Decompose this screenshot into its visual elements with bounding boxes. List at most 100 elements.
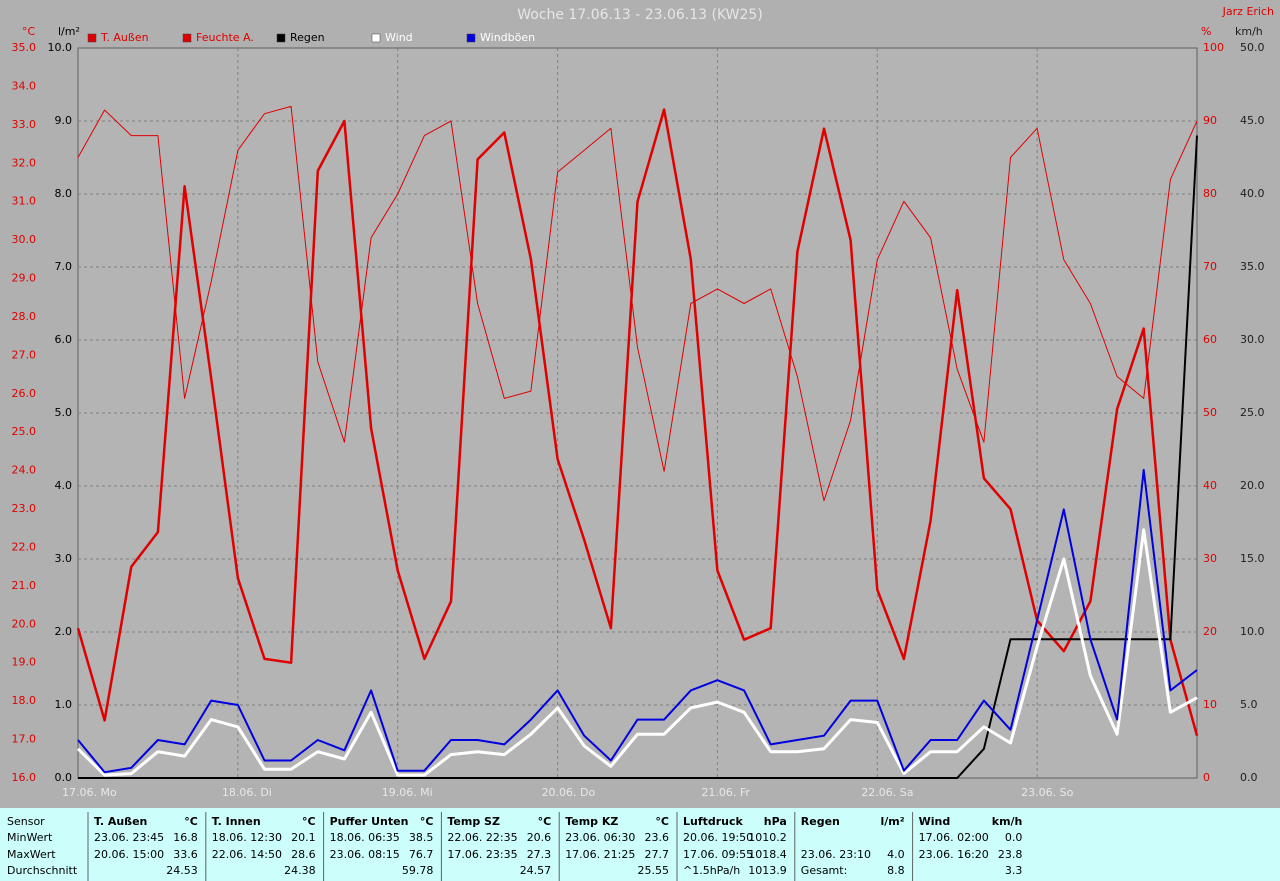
cell-value: 28.6	[291, 848, 316, 861]
row-label: MinWert	[7, 831, 53, 844]
cell-time: 17.06. 21:25	[565, 848, 635, 861]
row-label: Durchschnitt	[7, 864, 78, 877]
column-name: Puffer Unten	[330, 815, 409, 828]
column-name: Temp SZ	[447, 815, 500, 828]
cell-time: 22.06. 14:50	[212, 848, 282, 861]
y-tick-label: 7.0	[55, 260, 73, 273]
y-tick-label: 15.0	[1240, 552, 1265, 565]
column-name: Luftdruck	[683, 815, 744, 828]
y-tick-label: 35.0	[12, 41, 37, 54]
cell-time: 23.06. 23:10	[801, 848, 871, 861]
legend-label: Feuchte A.	[196, 31, 254, 44]
series-line	[78, 135, 1198, 779]
y-tick-label: 32.0	[12, 156, 37, 169]
y-tick-label: 21.0	[12, 579, 37, 592]
y-tick-label: 27.0	[12, 348, 37, 361]
table-body: Sensor MinWert MaxWert Durchschnitt T. Außen…	[7, 812, 1022, 881]
cell-value: 33.6	[173, 848, 198, 861]
legend-label: Wind	[385, 31, 413, 44]
legend-swatch	[371, 33, 381, 43]
legend-swatch	[466, 33, 476, 43]
cell-time: 18.06. 12:30	[212, 831, 282, 844]
cell-time: ^1.5hPa/h	[683, 864, 740, 877]
cell-value: 16.8	[173, 831, 198, 844]
y-tick-label: 0.0	[1240, 771, 1258, 784]
chart-title: Woche 17.06.13 - 23.06.13 (KW25)	[517, 7, 763, 23]
cell-value: 20.1	[291, 831, 316, 844]
y-tick-label: 100	[1203, 41, 1224, 54]
cell-value: 3.3	[1005, 864, 1023, 877]
y-tick-label: 17.0	[12, 733, 37, 746]
series-line	[77, 105, 1198, 502]
y-tick-label: 60	[1203, 333, 1217, 346]
cell-value: 0.0	[1005, 831, 1023, 844]
cell-value: 38.5	[409, 831, 434, 844]
y-tick-label: 30.0	[12, 233, 37, 246]
y-tick-label: 31.0	[12, 195, 37, 208]
y-tick-label: 50.0	[1240, 41, 1265, 54]
legend-label: T. Außen	[100, 31, 149, 44]
column-unit: km/h	[992, 815, 1023, 828]
cell-value: 8.8	[887, 864, 905, 877]
y-tick-label: 2.0	[55, 625, 73, 638]
y-tick-label: 3.0	[55, 552, 73, 565]
y-tick-label: 8.0	[55, 187, 73, 200]
y-tick-label: 9.0	[55, 114, 73, 127]
cell-time: 17.06. 02:00	[919, 831, 989, 844]
y-tick-label: 19.0	[12, 656, 37, 669]
legend-swatch	[87, 33, 97, 43]
axis-unit: km/h	[1235, 25, 1263, 38]
cell-value: 23.6	[645, 831, 670, 844]
x-tick-label: 21.06. Fr	[701, 786, 750, 799]
y-tick-label: 20.0	[1240, 479, 1265, 492]
y-tick-label: 0.0	[55, 771, 73, 784]
cell-value: 4.0	[887, 848, 905, 861]
row-label: MaxWert	[7, 848, 56, 861]
y-tick-label: 10.0	[1240, 625, 1265, 638]
cell-time: 22.06. 22:35	[447, 831, 517, 844]
x-tick-label: 22.06. Sa	[861, 786, 913, 799]
y-tick-label: 5.0	[1240, 698, 1258, 711]
cell-value: 24.57	[520, 864, 552, 877]
y-tick-label: 40.0	[1240, 187, 1265, 200]
column-name: Regen	[801, 815, 840, 828]
cell-value: 25.55	[638, 864, 670, 877]
cell-time: 23.06. 23:45	[94, 831, 164, 844]
axis-unit: l/m²	[58, 25, 80, 38]
column-name: T. Innen	[212, 815, 261, 828]
y-tick-label: 10.0	[48, 41, 73, 54]
y-tick-label: 33.0	[12, 118, 37, 131]
column-unit: l/m²	[881, 815, 905, 828]
column-name: Temp KZ	[565, 815, 618, 828]
cell-time: 20.06. 15:00	[94, 848, 164, 861]
y-tick-label: 16.0	[12, 771, 37, 784]
y-tick-label: 90	[1203, 114, 1217, 127]
cell-value: 20.6	[527, 831, 552, 844]
cell-value: 1018.4	[748, 848, 787, 861]
x-tick-label: 19.06. Mi	[382, 786, 433, 799]
column-unit: °C	[655, 815, 669, 828]
y-tick-label: 23.0	[12, 502, 37, 515]
cell-value: 27.7	[645, 848, 670, 861]
y-tick-label: 45.0	[1240, 114, 1265, 127]
y-tick-label: 70	[1203, 260, 1217, 273]
y-tick-label: 30.0	[1240, 333, 1265, 346]
series-line	[77, 468, 1198, 774]
y-tick-label: 35.0	[1240, 260, 1265, 273]
y-tick-label: 20.0	[12, 617, 37, 630]
cell-time: 17.06. 09:55	[683, 848, 753, 861]
cell-value: 76.7	[409, 848, 434, 861]
column-name: T. Außen	[94, 815, 147, 828]
y-tick-label: 10	[1203, 698, 1217, 711]
y-tick-label: 28.0	[12, 310, 37, 323]
cell-time: 23.06. 16:20	[919, 848, 989, 861]
cell-value: 1010.2	[748, 831, 787, 844]
y-tick-label: 18.0	[12, 694, 37, 707]
y-tick-label: 50	[1203, 406, 1217, 419]
cell-value: 24.38	[284, 864, 316, 877]
series-line	[76, 528, 1198, 777]
cell-value: 1013.9	[748, 864, 787, 877]
y-tick-label: 25.0	[12, 425, 37, 438]
author: Jarz Erich	[1222, 5, 1274, 18]
cell-time: 23.06. 06:30	[565, 831, 635, 844]
